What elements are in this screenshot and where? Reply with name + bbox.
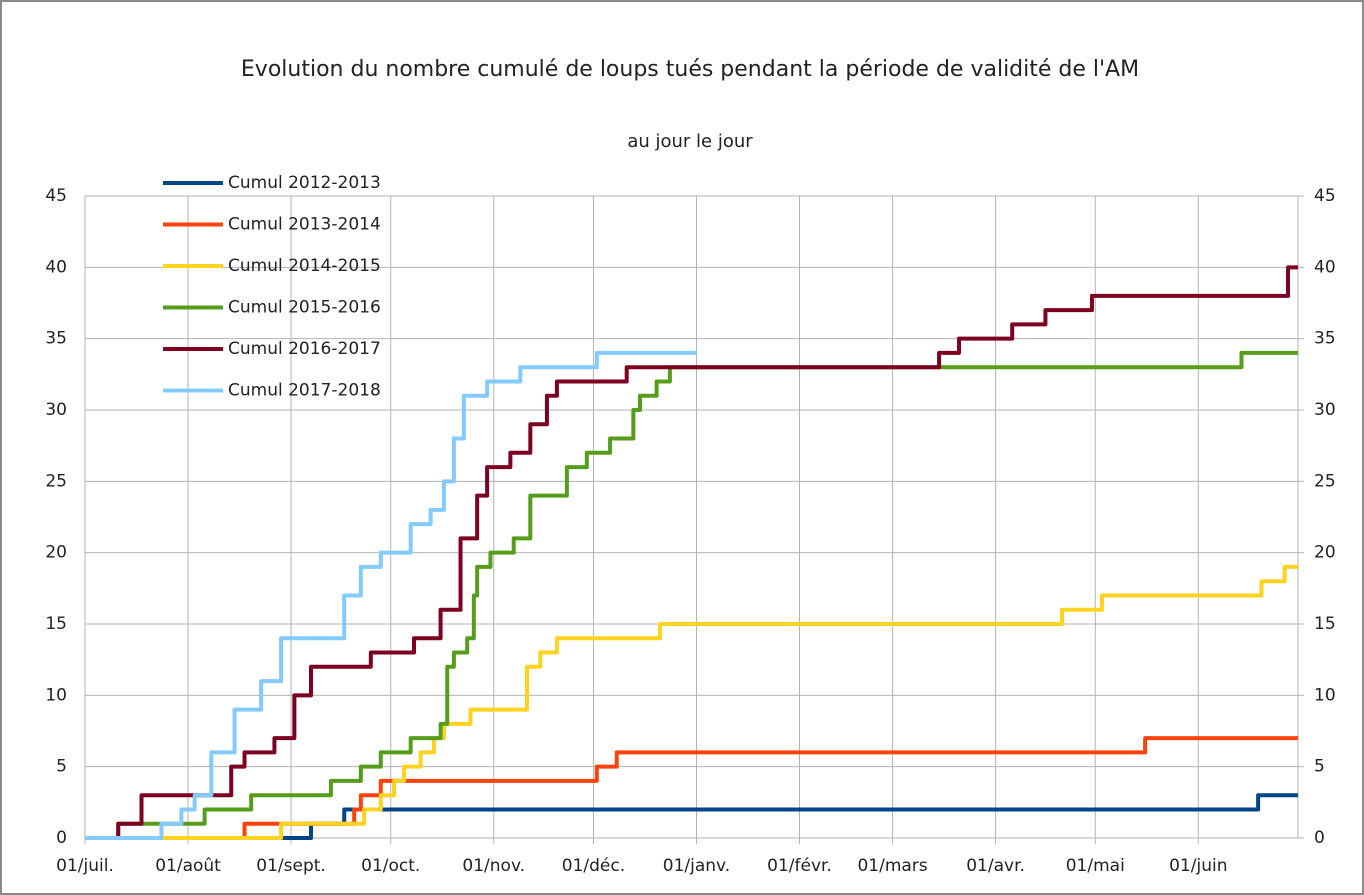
y-tick-label: 25 — [45, 471, 67, 491]
chart-subtitle: au jour le jour — [627, 131, 753, 152]
x-tick-label: 01/mai — [1066, 856, 1125, 876]
y2-tick-label: 20 — [1314, 543, 1336, 563]
y2-tick-label: 25 — [1314, 471, 1336, 491]
y2-tick-label: 0 — [1314, 828, 1325, 848]
x-tick-label: 01/oct. — [361, 856, 420, 876]
legend-label: Cumul 2012-2013 — [228, 173, 381, 193]
series-line — [85, 265, 1298, 840]
series-line — [85, 793, 1298, 840]
y-tick-label: 0 — [56, 828, 67, 848]
y2-tick-label: 40 — [1314, 257, 1336, 277]
x-tick-label: 01/déc. — [562, 856, 625, 876]
series-line — [85, 350, 1298, 840]
y2-tick-label: 10 — [1314, 685, 1336, 705]
y2-tick-label: 45 — [1314, 186, 1336, 206]
x-tick-label: 01/juil. — [56, 856, 114, 876]
x-tick-label: 01/juin — [1169, 856, 1227, 876]
legend-label: Cumul 2013-2014 — [228, 215, 381, 235]
y2-tick-label: 5 — [1314, 757, 1325, 777]
legend-label: Cumul 2014-2015 — [228, 256, 381, 276]
y-tick-label: 15 — [45, 614, 67, 634]
y-tick-label: 20 — [45, 543, 67, 563]
y-tick-label: 40 — [45, 257, 67, 277]
y-tick-label: 45 — [45, 186, 67, 206]
legend-label: Cumul 2016-2017 — [228, 339, 381, 359]
x-tick-label: 01/avr. — [966, 856, 1025, 876]
series-line — [85, 564, 1298, 840]
chart-title: Evolution du nombre cumulé de loups tués… — [241, 57, 1139, 82]
x-tick-label: 01/sept. — [256, 856, 326, 876]
x-tick-label: 01/févr. — [767, 856, 832, 876]
legend-label: Cumul 2017-2018 — [228, 381, 381, 401]
y-tick-label: 10 — [45, 685, 67, 705]
x-tick-label: 01/août — [155, 856, 221, 876]
y-tick-label: 30 — [45, 400, 67, 420]
x-tick-label: 01/mars — [857, 856, 927, 876]
y-tick-label: 35 — [45, 329, 67, 349]
y2-tick-label: 15 — [1314, 614, 1336, 634]
legend-label: Cumul 2015-2016 — [228, 298, 381, 318]
x-tick-label: 01/nov. — [462, 856, 525, 876]
y2-tick-label: 35 — [1314, 329, 1336, 349]
y2-tick-label: 30 — [1314, 400, 1336, 420]
x-tick-label: 01/janv. — [663, 856, 730, 876]
series-line — [85, 350, 697, 840]
y-tick-label: 5 — [56, 757, 67, 777]
